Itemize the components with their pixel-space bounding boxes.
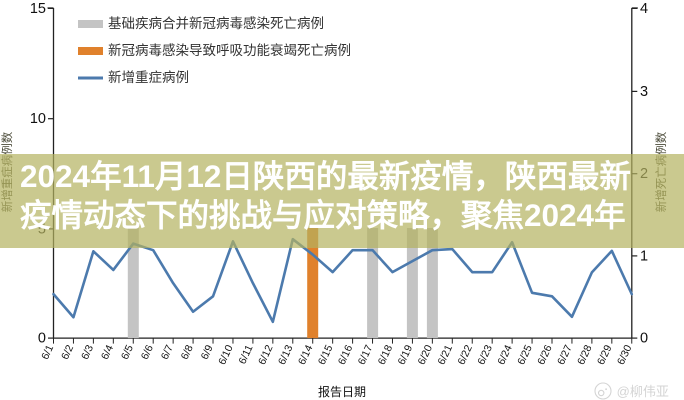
svg-text:新冠病毒感染导致呼吸功能衰竭死亡病例: 新冠病毒感染导致呼吸功能衰竭死亡病例 — [108, 42, 351, 58]
svg-text:6/2: 6/2 — [59, 343, 76, 361]
svg-text:6/24: 6/24 — [495, 343, 515, 367]
svg-text:10: 10 — [30, 111, 46, 127]
svg-text:6/17: 6/17 — [356, 343, 376, 367]
svg-text:6/22: 6/22 — [455, 343, 475, 367]
svg-text:6/18: 6/18 — [376, 343, 396, 367]
svg-text:1: 1 — [640, 248, 648, 264]
svg-text:6/12: 6/12 — [256, 343, 276, 367]
svg-text:6/28: 6/28 — [575, 343, 595, 367]
svg-text:0: 0 — [640, 331, 648, 347]
svg-text:6/27: 6/27 — [555, 343, 575, 367]
svg-text:6/29: 6/29 — [595, 343, 615, 367]
svg-text:6/7: 6/7 — [159, 343, 176, 361]
svg-text:6/4: 6/4 — [99, 343, 116, 361]
svg-text:基础疾病合并新冠病毒感染死亡病例: 基础疾病合并新冠病毒感染死亡病例 — [108, 15, 324, 31]
svg-text:6/26: 6/26 — [535, 343, 555, 367]
svg-text:6/25: 6/25 — [515, 343, 535, 367]
svg-text:6/11: 6/11 — [236, 343, 255, 366]
svg-text:3: 3 — [640, 84, 648, 100]
svg-text:6/13: 6/13 — [276, 343, 296, 367]
svg-text:新增重症病例: 新增重症病例 — [108, 70, 189, 85]
svg-text:6/8: 6/8 — [179, 343, 196, 361]
svg-text:6/23: 6/23 — [475, 343, 495, 367]
svg-text:报告日期: 报告日期 — [318, 384, 366, 399]
svg-text:6/20: 6/20 — [416, 343, 436, 367]
svg-text:4: 4 — [640, 1, 648, 17]
svg-text:6/16: 6/16 — [336, 343, 356, 367]
svg-text:15: 15 — [30, 1, 46, 17]
svg-text:6/15: 6/15 — [316, 343, 336, 367]
svg-text:6/9: 6/9 — [199, 343, 216, 361]
svg-text:6/14: 6/14 — [296, 343, 316, 367]
svg-text:6/19: 6/19 — [396, 343, 416, 367]
svg-text:6/6: 6/6 — [139, 343, 156, 361]
svg-text:6/5: 6/5 — [119, 343, 136, 361]
svg-text:6/10: 6/10 — [216, 343, 236, 367]
svg-text:6/3: 6/3 — [79, 343, 96, 361]
svg-text:6/30: 6/30 — [615, 343, 635, 367]
svg-text:6/21: 6/21 — [436, 343, 456, 367]
